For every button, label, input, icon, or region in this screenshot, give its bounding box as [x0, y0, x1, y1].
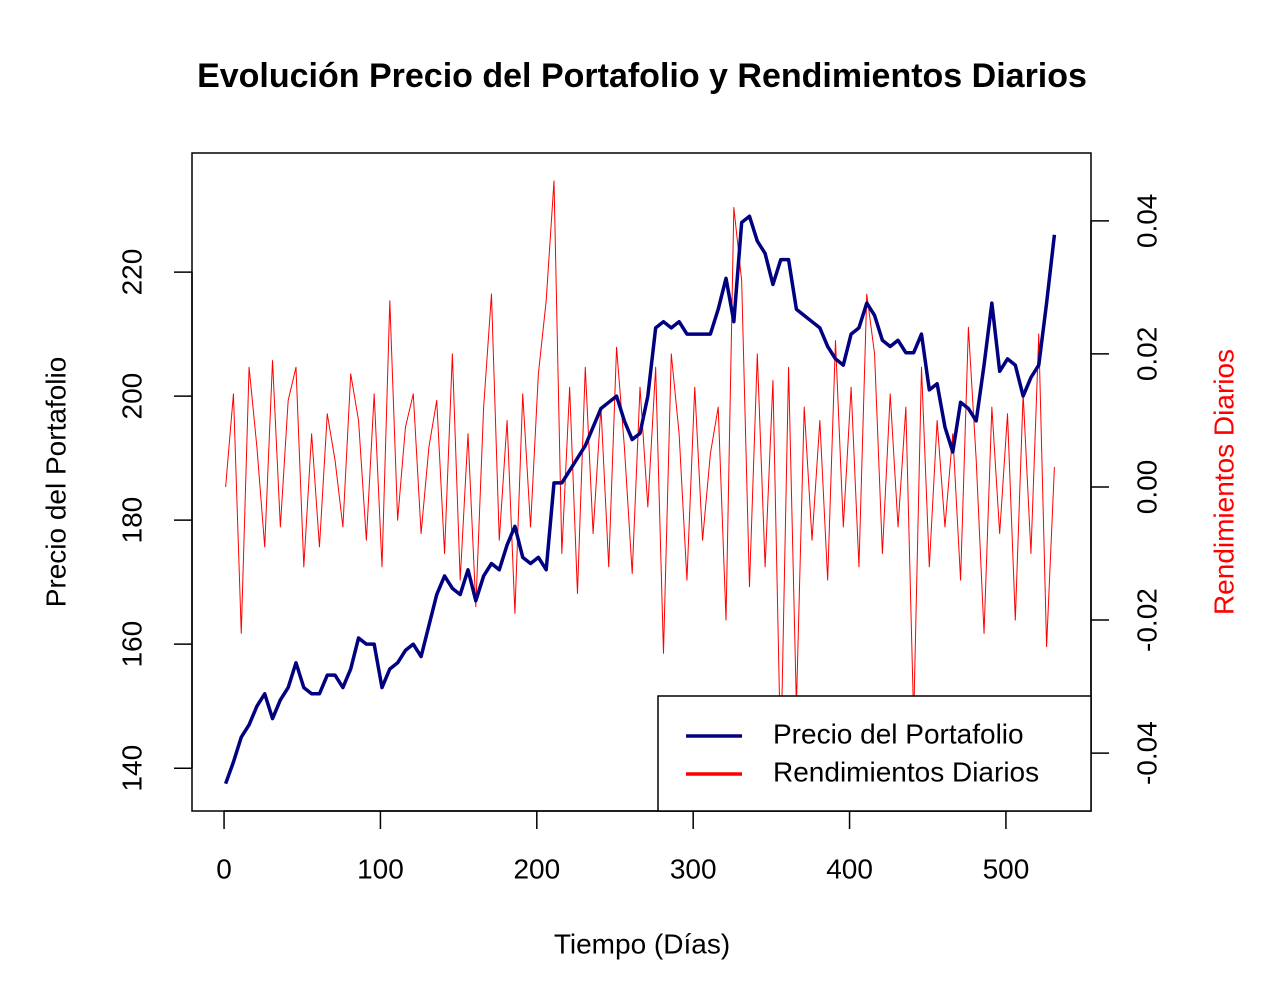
- y2-tick-label: 0.02: [1131, 327, 1162, 382]
- chart-title: Evolución Precio del Portafolio y Rendim…: [197, 57, 1087, 95]
- series-line: [225, 180, 1055, 761]
- legend-label: Rendimientos Diarios: [773, 756, 1039, 787]
- y2-tick-label: 0.04: [1131, 194, 1162, 249]
- x-axis-label: Tiempo (Días): [554, 928, 730, 959]
- y-tick-label: 220: [116, 249, 147, 296]
- series-line: [223, 214, 1057, 785]
- y2-axis-label: Rendimientos Diarios: [1208, 349, 1239, 615]
- x-tick-label: 300: [670, 853, 717, 884]
- x-tick-label: 400: [826, 853, 873, 884]
- y2-tick-label: -0.04: [1131, 721, 1162, 785]
- x-tick-label: 100: [357, 853, 404, 884]
- x-tick-label: 0: [216, 853, 232, 884]
- y2-tick-label: 0.00: [1131, 460, 1162, 514]
- y-tick-label: 200: [116, 373, 147, 420]
- y-axis-label: Precio del Portafolio: [40, 357, 71, 608]
- y-tick-label: 160: [116, 621, 147, 668]
- y-tick-label: 140: [116, 745, 147, 792]
- x-tick-label: 200: [513, 853, 560, 884]
- x-tick-label: 500: [983, 853, 1030, 884]
- legend-box: [657, 695, 1092, 812]
- y2-tick-label: -0.02: [1131, 588, 1162, 652]
- y-tick-label: 180: [116, 497, 147, 544]
- plot-frame: [191, 152, 1092, 812]
- legend-label: Precio del Portafolio: [773, 718, 1024, 749]
